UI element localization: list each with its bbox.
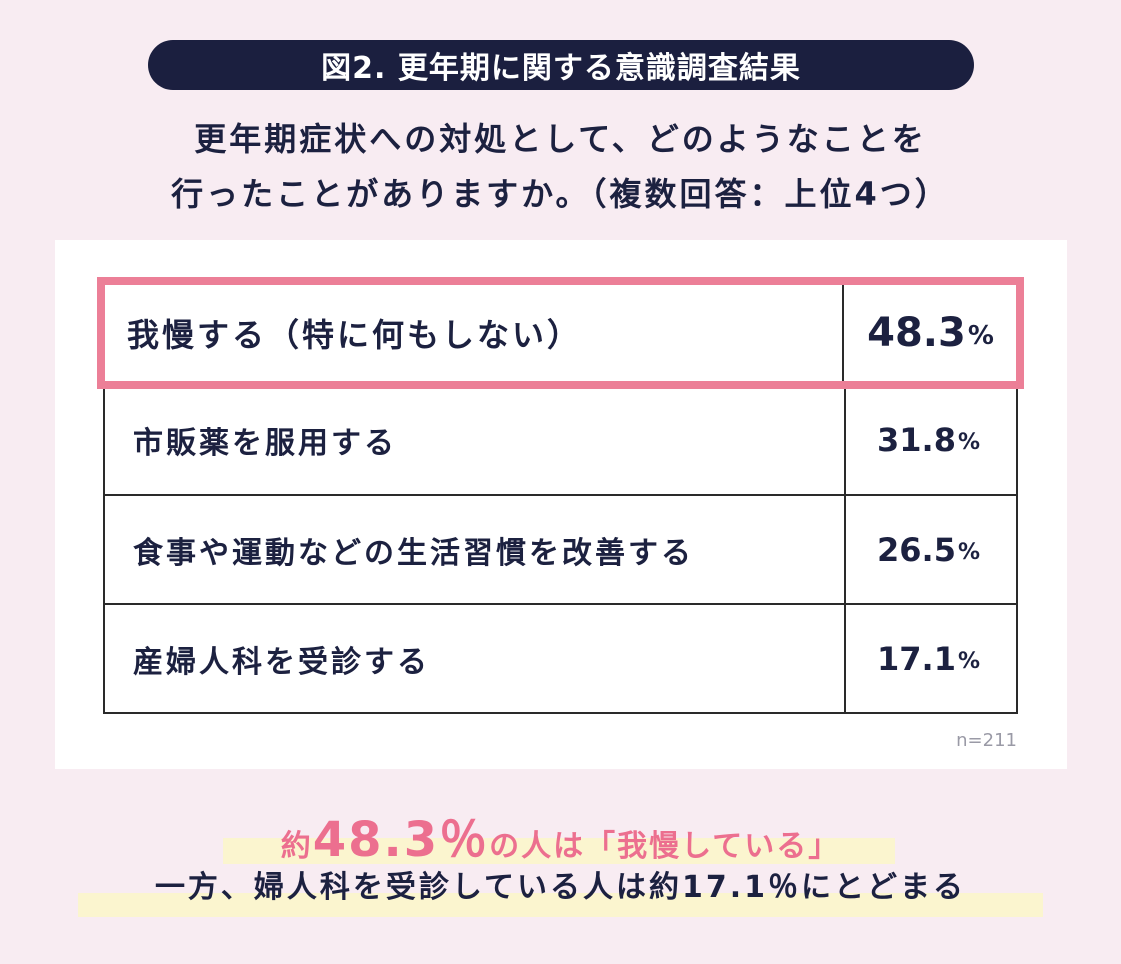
row-value: 17.1% <box>841 605 1016 712</box>
conclusion-line-2: 一方、婦人科を受診している人は約17.1％にとどまる <box>154 870 967 905</box>
value-number: 48.3 <box>867 310 966 356</box>
row-value: 31.8% <box>841 385 1016 494</box>
row-label: 食事や運動などの生活習慣を改善する <box>133 535 694 571</box>
result-row: 食事や運動などの生活習慣を改善する 26.5% <box>103 496 1018 605</box>
column-divider <box>844 496 846 603</box>
value-number: 17.1 <box>877 639 956 678</box>
sample-size-note: n=211 <box>956 730 1017 751</box>
highlight-band <box>78 893 1043 917</box>
survey-question: 更年期症状への対処として、どのようなことを 行ったことがありますか。（複数回答：… <box>60 112 1061 222</box>
value-number: 26.5 <box>877 530 956 569</box>
value-number: 31.8 <box>877 420 956 459</box>
conclusion-prefix: 約 <box>280 829 313 864</box>
row-value: 48.3% <box>845 285 1016 381</box>
value-unit: % <box>957 649 980 674</box>
question-line-2: 行ったことがありますか。（複数回答：上位4つ） <box>171 175 950 213</box>
conclusion-line-1: 約48.3％の人は「我慢している」 <box>0 800 1121 870</box>
results-panel: 我慢する（特に何もしない） 48.3% 市販薬を服用する 31.8% 食事や運動… <box>55 240 1067 769</box>
row-label: 市販薬を服用する <box>133 425 397 461</box>
result-row: 産婦人科を受診する 17.1% <box>103 605 1018 714</box>
result-row: 市販薬を服用する 31.8% <box>103 385 1018 496</box>
results-table: 我慢する（特に何もしない） 48.3% 市販薬を服用する 31.8% 食事や運動… <box>97 277 1024 714</box>
row-label: 我慢する（特に何もしない） <box>127 316 583 354</box>
value-unit: % <box>957 540 980 565</box>
column-divider <box>842 285 844 381</box>
value-unit: % <box>967 321 994 351</box>
conclusion-suffix: の人は「我慢している」 <box>489 829 841 864</box>
result-row-top: 我慢する（特に何もしない） 48.3% <box>97 277 1024 389</box>
column-divider <box>844 385 846 494</box>
row-label: 産婦人科を受診する <box>133 644 430 680</box>
chart-title: 図2. 更年期に関する意識調査結果 <box>148 40 974 90</box>
highlight-band <box>223 838 895 864</box>
conclusion-value: 48.3％ <box>312 812 490 868</box>
value-unit: % <box>957 430 980 455</box>
row-value: 26.5% <box>841 496 1016 603</box>
question-line-1: 更年期症状への対処として、どのようなことを <box>194 120 927 158</box>
column-divider <box>844 605 846 712</box>
